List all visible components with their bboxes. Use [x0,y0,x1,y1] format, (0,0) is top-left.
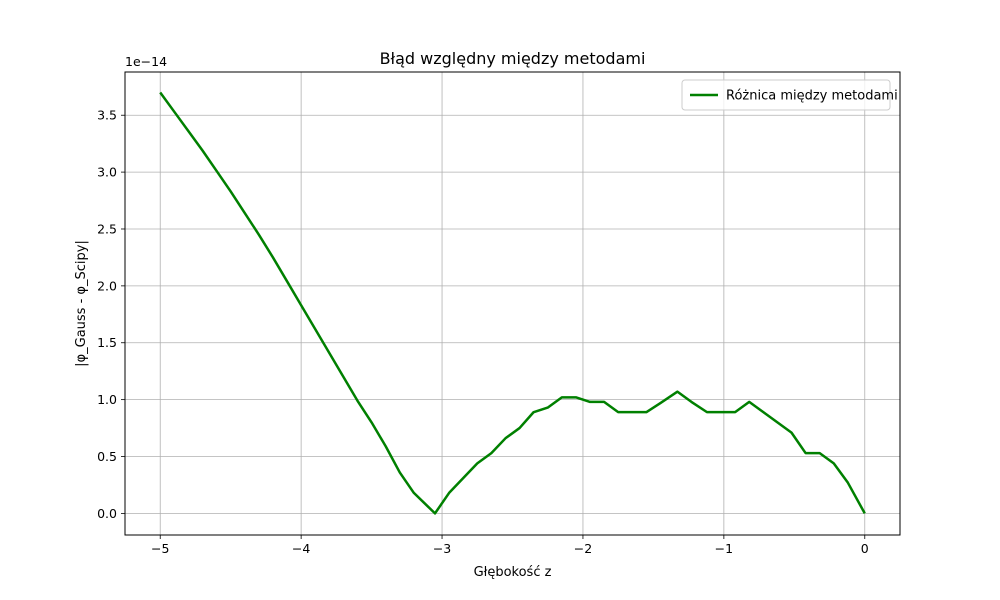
x-tick-label: −3 [433,541,451,556]
legend-label: Różnica między metodami [726,89,898,104]
series-line [159,91,866,515]
legend-box [681,79,891,111]
y-tick-label: 2.0 [97,278,117,293]
y-axis-label: |φ_Gauss - φ_Scipy| [74,240,89,367]
x-tick-label: −4 [292,541,310,556]
y-axis-offset-label: 1e−14 [125,54,167,69]
y-tick-label: 1.0 [97,392,117,407]
y-tick-label: 3.0 [97,165,117,180]
y-axis: 0.0 0.5 1.0 1.5 2.0 2.5 3.0 3.5 [97,108,125,521]
y-tick-label: 0.5 [97,449,117,464]
x-axis-label: Głębokość z [474,565,552,580]
series-layer [159,91,866,515]
grid [125,72,900,535]
chart-title: Błąd względny między metodami [380,49,646,68]
y-tick-label: 3.5 [97,108,117,123]
plot-frame [124,71,901,536]
x-tick-label: −2 [574,541,592,556]
x-tick-label: −5 [151,541,169,556]
x-tick-label: −1 [715,541,733,556]
x-axis: −5 −4 −3 −2 −1 0 [151,535,869,556]
legend: Różnica między metodami [681,79,898,111]
y-tick-label: 2.5 [97,221,117,236]
y-tick-label: 0.0 [97,506,117,521]
x-tick-label: 0 [861,541,869,556]
y-tick-label: 1.5 [97,335,117,350]
